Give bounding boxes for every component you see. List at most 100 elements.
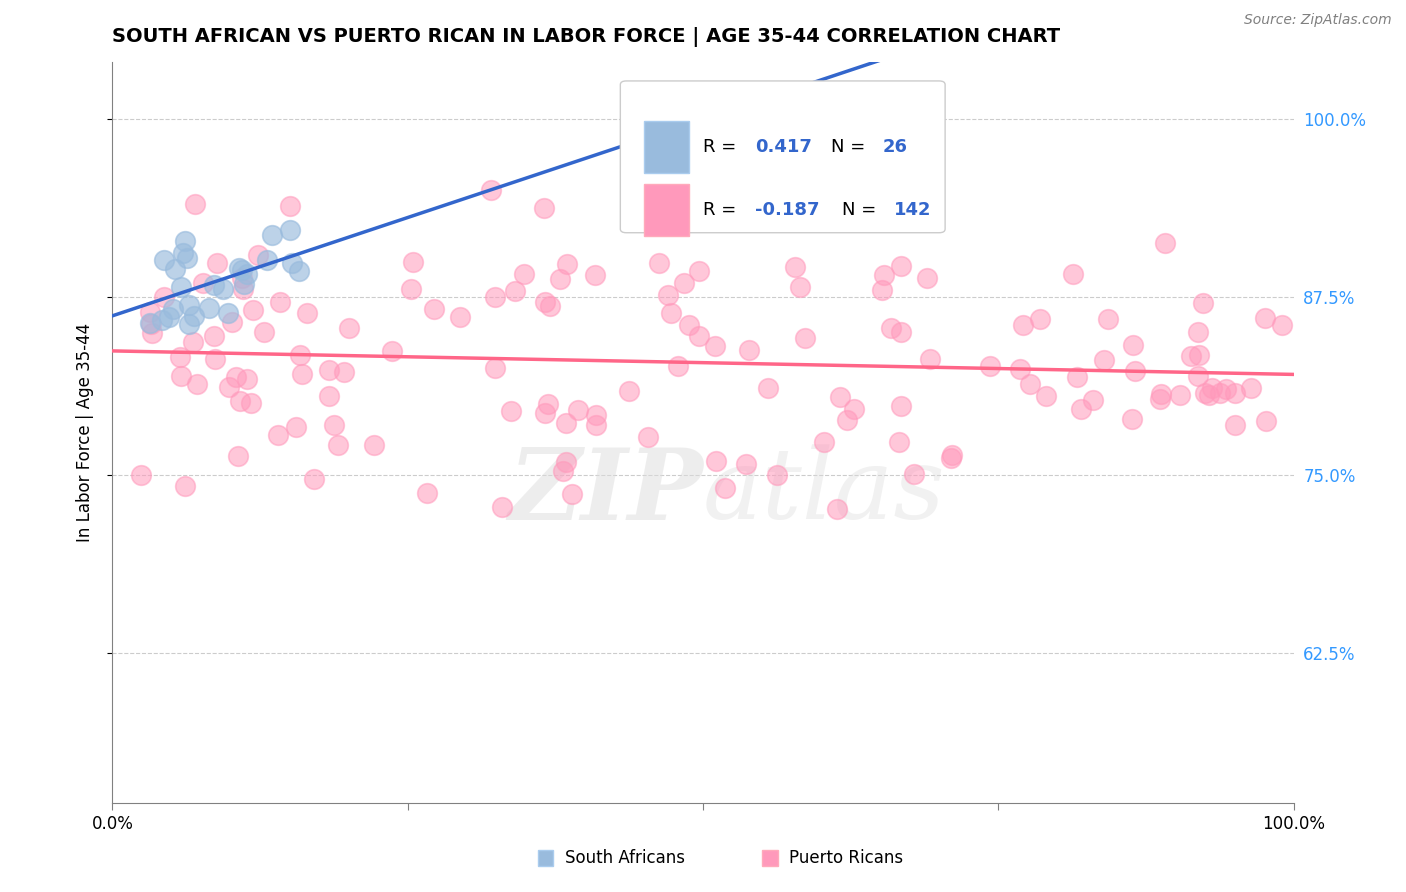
Point [890, 260, 912, 274]
Point [688, 329, 710, 343]
Point [232, 282, 254, 296]
Point [1194, 386, 1216, 401]
Point [830, 390, 852, 404]
Point [231, 262, 253, 277]
Point [825, 502, 848, 516]
Point [181, 334, 204, 349]
Point [174, 479, 197, 493]
Point [505, 284, 527, 298]
Point [226, 449, 249, 463]
Point [246, 248, 269, 262]
Point [1187, 325, 1209, 339]
Point [1121, 412, 1143, 426]
Point [1170, 387, 1192, 401]
Point [186, 376, 208, 391]
Point [280, 223, 302, 237]
FancyBboxPatch shape [620, 81, 945, 233]
Point [423, 302, 446, 317]
Point [533, 201, 555, 215]
Point [269, 295, 291, 310]
Point [941, 448, 963, 462]
Point [1188, 348, 1211, 362]
Point [170, 368, 193, 383]
Text: Source: ZipAtlas.com: Source: ZipAtlas.com [1244, 13, 1392, 28]
Point [557, 257, 579, 271]
Point [139, 316, 162, 330]
Point [191, 276, 214, 290]
Point [1035, 389, 1057, 403]
Point [1254, 413, 1277, 427]
Point [1209, 386, 1232, 401]
Point [1029, 311, 1052, 326]
Point [533, 294, 555, 309]
Point [165, 261, 187, 276]
Y-axis label: In Labor Force | Age 35-44: In Labor Force | Age 35-44 [76, 323, 94, 542]
Point [550, 272, 572, 286]
Point [326, 438, 349, 452]
Point [678, 318, 700, 332]
Point [1271, 318, 1294, 332]
Point [657, 288, 679, 302]
Point [813, 435, 835, 450]
Text: 142: 142 [894, 202, 932, 219]
Point [260, 227, 283, 242]
Point [979, 359, 1001, 373]
Point [1094, 353, 1116, 368]
Point [288, 348, 311, 362]
Point [233, 277, 256, 292]
Point [141, 326, 163, 340]
Point [170, 280, 193, 294]
Point [236, 372, 259, 386]
Point [172, 246, 194, 260]
Point [939, 450, 962, 465]
Text: ZIP: ZIP [508, 443, 703, 540]
Text: R =: R = [703, 137, 742, 156]
Point [870, 283, 893, 297]
Text: R =: R = [703, 202, 742, 219]
Point [738, 343, 761, 358]
Point [141, 318, 163, 332]
Text: N =: N = [831, 137, 870, 156]
Point [512, 268, 534, 282]
Point [688, 264, 710, 278]
Point [1123, 363, 1146, 377]
Point [1012, 318, 1035, 332]
Point [756, 381, 779, 395]
Point [735, 458, 758, 472]
Point [1201, 381, 1223, 395]
Point [533, 407, 555, 421]
Point [714, 481, 737, 495]
Point [703, 339, 725, 353]
Point [879, 321, 901, 335]
Point [318, 389, 340, 403]
Point [785, 260, 807, 275]
Point [211, 282, 233, 296]
Point [157, 310, 180, 324]
Point [177, 297, 200, 311]
Point [666, 359, 689, 374]
Point [1225, 417, 1247, 432]
Point [873, 268, 896, 282]
Point [1154, 235, 1177, 250]
Point [318, 362, 340, 376]
Point [585, 268, 607, 282]
Point [554, 416, 576, 430]
Point [242, 302, 264, 317]
Point [1066, 369, 1088, 384]
Point [561, 487, 583, 501]
Point [295, 306, 318, 320]
Point [177, 317, 200, 331]
Point [236, 268, 259, 282]
Point [567, 402, 589, 417]
Point [173, 235, 195, 249]
Point [484, 290, 506, 304]
Point [267, 428, 290, 442]
Point [617, 384, 640, 398]
Point [1062, 268, 1084, 282]
Point [229, 394, 252, 409]
Point [903, 467, 925, 481]
Point [256, 252, 278, 267]
Text: 0.417: 0.417 [755, 137, 811, 156]
Text: atlas: atlas [703, 444, 946, 540]
Point [302, 472, 325, 486]
